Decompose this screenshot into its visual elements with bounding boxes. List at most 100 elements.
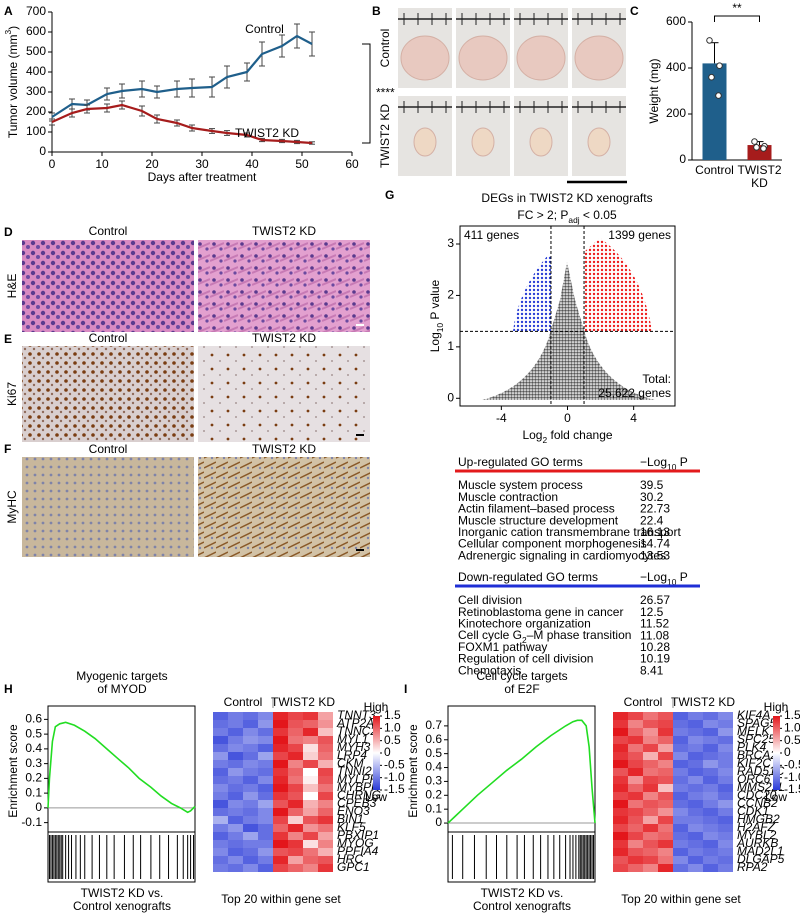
heatmap-cell bbox=[688, 808, 703, 816]
plot-frame bbox=[447, 705, 596, 883]
heatmap-cell bbox=[303, 808, 318, 816]
series-label: Control bbox=[245, 22, 284, 36]
heatmap-cell bbox=[658, 832, 673, 840]
significance-bracket bbox=[362, 43, 371, 144]
legend-tick-label: -0.5 bbox=[384, 758, 405, 772]
x-tick-label: 0 bbox=[49, 157, 56, 171]
heatmap-cell bbox=[288, 824, 303, 832]
row-label: Control bbox=[378, 29, 392, 68]
heatmap-cell bbox=[673, 856, 688, 864]
heatmap-cell bbox=[273, 816, 288, 824]
x-axis-title: Days after treatment bbox=[148, 170, 257, 184]
heatmap-cell bbox=[213, 816, 228, 824]
y-tick-label: 1 bbox=[447, 339, 454, 353]
heatmap-cell bbox=[318, 832, 333, 840]
heatmap-cell bbox=[228, 760, 243, 768]
heatmap-cell bbox=[703, 840, 718, 848]
heatmap-cell bbox=[213, 848, 228, 856]
annotation: Total: bbox=[642, 372, 671, 386]
error-bar bbox=[710, 42, 719, 64]
heatmap-cell bbox=[303, 744, 318, 752]
heatmap-cell bbox=[258, 784, 273, 792]
volcano-ns-cloud bbox=[482, 262, 655, 400]
legend-tick-label: 0.5 bbox=[384, 733, 401, 747]
heatmap-cell bbox=[718, 760, 733, 768]
y-axis-title: Tumor volume (mm3) bbox=[3, 26, 20, 138]
heatmap-cell bbox=[673, 768, 688, 776]
heatmap-cell bbox=[243, 760, 258, 768]
heatmap-cell bbox=[643, 744, 658, 752]
y-axis-title-part: Tumor volume (mm bbox=[6, 35, 20, 139]
gene-label: SPAG5 bbox=[737, 716, 776, 730]
go-value: 11.52 bbox=[640, 617, 669, 631]
heatmap-cell bbox=[273, 752, 288, 760]
heatmap-cell bbox=[273, 728, 288, 736]
heatmap-cell bbox=[303, 816, 318, 824]
heatmap-cell bbox=[213, 760, 228, 768]
heatmap-cell bbox=[643, 784, 658, 792]
y-tick-label: 0 bbox=[39, 144, 46, 158]
go-value-header-part: −Log bbox=[640, 570, 667, 584]
heatmap-cell bbox=[243, 856, 258, 864]
heatmap-cell bbox=[258, 744, 273, 752]
heatmap-cell bbox=[273, 744, 288, 752]
heatmap-cell bbox=[688, 752, 703, 760]
y-tick-label: 0.4 bbox=[425, 760, 442, 774]
heatmap-cell bbox=[318, 824, 333, 832]
heatmap-cell bbox=[288, 864, 303, 872]
series-label: TWIST2 KD bbox=[235, 126, 299, 140]
legend-tick-label: 1.5 bbox=[784, 708, 800, 722]
x-tick-label: 0 bbox=[564, 411, 571, 425]
legend-label: Low bbox=[365, 790, 387, 804]
heatmap-cell bbox=[688, 760, 703, 768]
heatmap-cell bbox=[718, 856, 733, 864]
heatmap-cell bbox=[258, 792, 273, 800]
heatmap-cell bbox=[273, 808, 288, 816]
heatmap-cell bbox=[718, 832, 733, 840]
heatmap-cell bbox=[318, 808, 333, 816]
heatmap-cell bbox=[718, 776, 733, 784]
annotation: 1399 genes bbox=[608, 228, 671, 242]
data-point bbox=[715, 92, 722, 99]
myhc-image bbox=[22, 457, 194, 557]
tumor bbox=[529, 127, 553, 157]
data-point bbox=[753, 144, 760, 151]
go-term: Muscle structure development bbox=[458, 513, 619, 527]
heatmap-cell bbox=[303, 728, 318, 736]
heatmap-cell bbox=[688, 824, 703, 832]
series-line bbox=[51, 34, 313, 118]
heatmap-cell bbox=[243, 840, 258, 848]
heatmap-cell bbox=[703, 864, 718, 872]
heatmap-cell bbox=[658, 776, 673, 784]
heatmap-cell bbox=[628, 760, 643, 768]
heatmap-cell bbox=[273, 792, 288, 800]
data-point bbox=[706, 37, 713, 44]
heatmap-cell bbox=[628, 752, 643, 760]
heatmap-cell bbox=[243, 824, 258, 832]
heatmap-cell bbox=[243, 832, 258, 840]
heatmap-cell bbox=[718, 712, 733, 720]
heatmap-cell bbox=[718, 816, 733, 824]
go-term: Kinotechore organization bbox=[458, 617, 591, 631]
heatmap-cell bbox=[318, 760, 333, 768]
heatmap-cell bbox=[243, 792, 258, 800]
heatmap-cell bbox=[273, 800, 288, 808]
gene-label: MYBPH bbox=[337, 780, 380, 794]
heatmap-cell bbox=[243, 736, 258, 744]
data-point bbox=[760, 145, 767, 152]
go-value-header: −Log10 P bbox=[640, 570, 688, 587]
heatmap-cell bbox=[303, 720, 318, 728]
heatmap-cell bbox=[658, 768, 673, 776]
go-value: 26.57 bbox=[640, 593, 670, 607]
heatmap-cell bbox=[703, 784, 718, 792]
heatmap-cell bbox=[673, 712, 688, 720]
heatmap-cell bbox=[703, 752, 718, 760]
heatmap-cell bbox=[228, 712, 243, 720]
caption: Top 20 within gene set bbox=[221, 892, 341, 906]
heatmap-cell bbox=[228, 856, 243, 864]
scale-bar bbox=[356, 434, 364, 436]
heatmap-cell bbox=[258, 848, 273, 856]
heatmap-cell bbox=[688, 800, 703, 808]
heatmap-cell bbox=[273, 840, 288, 848]
heatmap-cell bbox=[228, 776, 243, 784]
